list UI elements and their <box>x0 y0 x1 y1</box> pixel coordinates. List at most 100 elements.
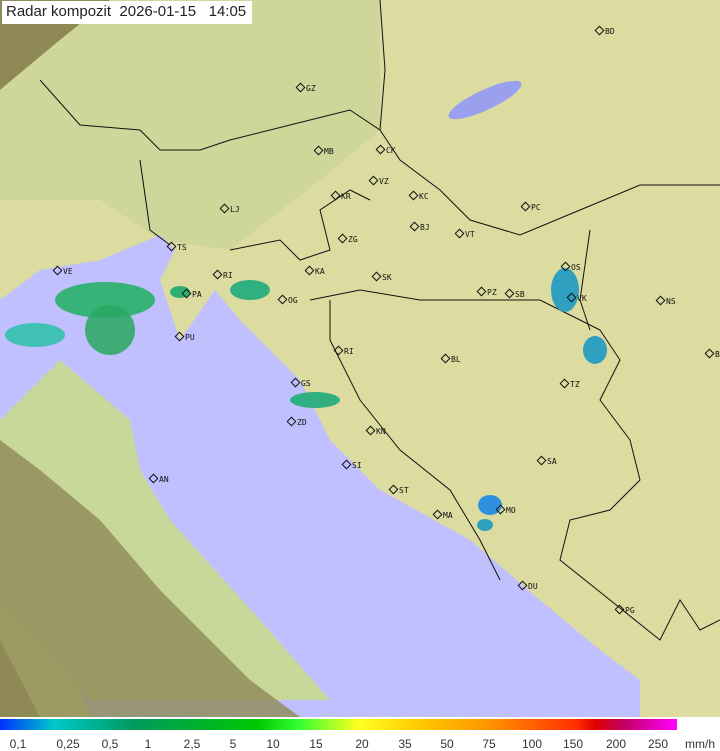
city-label: PU <box>185 333 195 342</box>
city-label: DU <box>528 582 538 591</box>
legend-label: 0,5 <box>101 737 119 751</box>
legend-label: 150 <box>562 737 584 751</box>
city-ts: TS <box>166 241 187 252</box>
city-label: BL <box>451 355 461 364</box>
city-st: ST <box>388 484 409 495</box>
city-mo: MO <box>495 504 516 515</box>
city-label: MO <box>506 506 516 515</box>
city-label: SB <box>515 290 525 299</box>
city-pu: PU <box>174 331 195 342</box>
city-label: TS <box>177 243 187 252</box>
city-label: SK <box>382 273 392 282</box>
city-marker-icon <box>148 473 159 484</box>
city-marker-icon <box>52 265 63 276</box>
city-vk: VK <box>566 292 587 303</box>
legend-label: 1 <box>144 737 152 751</box>
city-marker-icon <box>330 190 341 201</box>
legend-label: 15 <box>309 737 323 751</box>
city-label: RI <box>223 271 233 280</box>
city-vt: VT <box>454 228 475 239</box>
city-marker-icon <box>333 345 344 356</box>
city-marker-icon <box>504 288 515 299</box>
city-marker-icon <box>594 25 605 36</box>
radar-map: BD GZ MB CK VZ KR KC PC LJ ZG BJ VT TS KA SK OS RI PA OG PZ… <box>0 0 720 717</box>
city-marker-icon <box>313 145 324 156</box>
city-bd: BD <box>594 25 615 36</box>
city-label: CK <box>386 146 396 155</box>
city-mb: MB <box>313 145 334 156</box>
city-marker-icon <box>212 269 223 280</box>
city-marker-icon <box>181 288 192 299</box>
legend-label: 200 <box>605 737 627 751</box>
legend-label: 75 <box>482 737 496 751</box>
city-ns: NS <box>655 295 676 306</box>
city-label: KA <box>315 267 325 276</box>
city-ma: MA <box>432 509 453 520</box>
city-label: BD <box>605 27 615 36</box>
legend-unit: mm/h <box>685 737 715 751</box>
city-marker-icon <box>517 580 528 591</box>
city-zd: ZD <box>286 416 307 427</box>
city-label: KR <box>341 192 351 201</box>
city-marker-icon <box>560 261 571 272</box>
city-marker-icon <box>388 484 399 495</box>
city-vz: VZ <box>368 175 389 186</box>
city-marker-icon <box>166 241 177 252</box>
city-label: LJ <box>230 205 240 214</box>
city-marker-icon <box>277 294 288 305</box>
precipitation <box>5 268 607 531</box>
legend-label: 20 <box>355 737 369 751</box>
city-du: DU <box>517 580 538 591</box>
city-marker-icon <box>337 233 348 244</box>
city-bg: BG <box>704 348 720 359</box>
legend-label: 250 <box>647 737 669 751</box>
city-label: BG <box>715 350 720 359</box>
city-gz: GZ <box>295 82 316 93</box>
city-pg: PG <box>614 604 635 615</box>
alps-land <box>0 0 380 250</box>
city-label: OS <box>571 263 581 272</box>
city-sb: SB <box>504 288 525 299</box>
city-tz: TZ <box>559 378 580 389</box>
legend-label: 100 <box>521 737 543 751</box>
city-label: TZ <box>570 380 580 389</box>
city-label: GZ <box>306 84 316 93</box>
city-an: AN <box>148 473 169 484</box>
legend-label: 0,25 <box>56 737 80 751</box>
city-gs: GS <box>290 377 311 388</box>
city-label: VK <box>577 294 587 303</box>
city-label: ZG <box>348 235 358 244</box>
city-label: OG <box>288 296 298 305</box>
city-si: SI <box>341 459 362 470</box>
city-label: PA <box>192 290 202 299</box>
city-marker-icon <box>495 504 506 515</box>
city-label: NS <box>666 297 676 306</box>
city-os: OS <box>560 261 581 272</box>
city-pz: PZ <box>476 286 497 297</box>
city-label: RI <box>344 347 354 356</box>
city-label: VT <box>465 230 475 239</box>
city-zg: ZG <box>337 233 358 244</box>
city-marker-icon <box>559 378 570 389</box>
city-kr: KR <box>330 190 351 201</box>
legend-label: 5 <box>229 737 237 751</box>
city-og: OG <box>277 294 298 305</box>
city-marker-icon <box>409 221 420 232</box>
legend-label: 0,1 <box>9 737 27 751</box>
city-sa: SA <box>536 455 557 466</box>
city-label: MA <box>443 511 453 520</box>
map-svg <box>0 0 720 717</box>
city-pa: PA <box>181 288 202 299</box>
city-marker-icon <box>536 455 547 466</box>
city-marker-icon <box>566 292 577 303</box>
legend-label: 35 <box>398 737 412 751</box>
city-marker-icon <box>371 271 382 282</box>
city-lj: LJ <box>219 203 240 214</box>
legend-label: 50 <box>440 737 454 751</box>
city-label: VE <box>63 267 73 276</box>
city-marker-icon <box>704 348 715 359</box>
city-marker-icon <box>432 509 443 520</box>
map-title: Radar kompozit 2026-01-15 14:05 <box>2 1 253 24</box>
city-bj: BJ <box>409 221 430 232</box>
city-marker-icon <box>440 353 451 364</box>
